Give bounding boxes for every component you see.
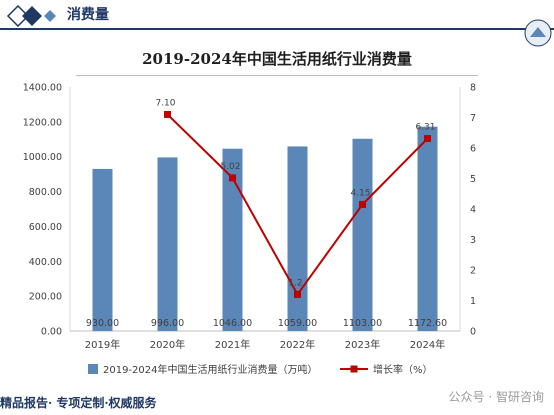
growth-rate-marker [424,135,431,143]
category-label: 2020年 [150,338,185,351]
right-tick-label: 1 [470,296,476,307]
left-tick-label: 1000.00 [23,152,62,163]
right-tick-label: 3 [470,235,476,246]
bar-value-label: 1059.00 [278,318,317,329]
growth-rate-marker [294,290,301,298]
legend-label-growth: 增长率（%） [373,363,433,376]
left-tick-label: 200.00 [29,292,62,303]
bar-value-label: 1172.60 [408,318,447,329]
bar [222,148,243,331]
category-label: 2022年 [280,338,315,351]
bar [92,168,113,331]
growth-rate-label: 7.10 [155,98,175,108]
right-tick-label: 0 [470,327,476,338]
right-tick-label: 6 [470,144,476,155]
right-tick-label: 7 [470,113,476,124]
growth-rate-label: 5.02 [220,162,240,172]
left-tick-label: 600.00 [29,222,62,233]
left-tick-label: 1200.00 [23,117,62,128]
right-tick-label: 8 [470,83,476,94]
right-tick-label: 4 [470,205,476,216]
footer-text: 精品报告· 专项定制·权威服务 [0,396,157,410]
right-tick-label: 2 [470,266,476,277]
bar-value-label: 930.00 [86,318,119,329]
title-underline [76,75,478,76]
header: 消费量 [0,0,554,47]
growth-rate-marker [229,174,236,182]
growth-rate-marker [164,110,171,118]
bar-value-label: 1103.00 [343,318,382,329]
left-tick-label: 400.00 [29,257,62,268]
legend-label-consumption: 2019-2024年中国生活用纸行业消费量（万吨） [103,363,318,376]
legend-marker-growth [350,365,358,373]
category-label: 2024年 [410,338,445,351]
bar-value-label: 1046.00 [213,318,252,329]
bar [157,157,178,331]
header-title: 消费量 [67,7,109,23]
left-tick-label: 0.00 [41,327,62,338]
growth-rate-label: 6.31 [415,123,435,133]
watermark-text: 公众号 · 智研咨询 [448,390,544,404]
header-divider [0,28,554,30]
left-tick-label: 800.00 [29,187,62,198]
right-tick-label: 5 [470,174,476,185]
category-label: 2023年 [345,338,380,351]
chart-title: 2019-2024年中国生活用纸行业消费量 [142,50,412,68]
brand-badge-icon [524,19,552,47]
growth-rate-label: 1.2 [288,278,302,288]
left-tick-label: 1400.00 [23,83,62,94]
bar-value-label: 996.00 [151,318,184,329]
category-label: 2021年 [215,338,250,351]
legend-swatch-consumption [88,364,98,374]
bar [417,126,438,331]
category-label: 2019年 [85,338,120,351]
growth-rate-label: 4.15 [350,188,370,198]
growth-rate-marker [359,200,366,208]
bar [287,146,308,331]
bar [352,138,373,331]
diamond-logo-icon [6,5,56,27]
